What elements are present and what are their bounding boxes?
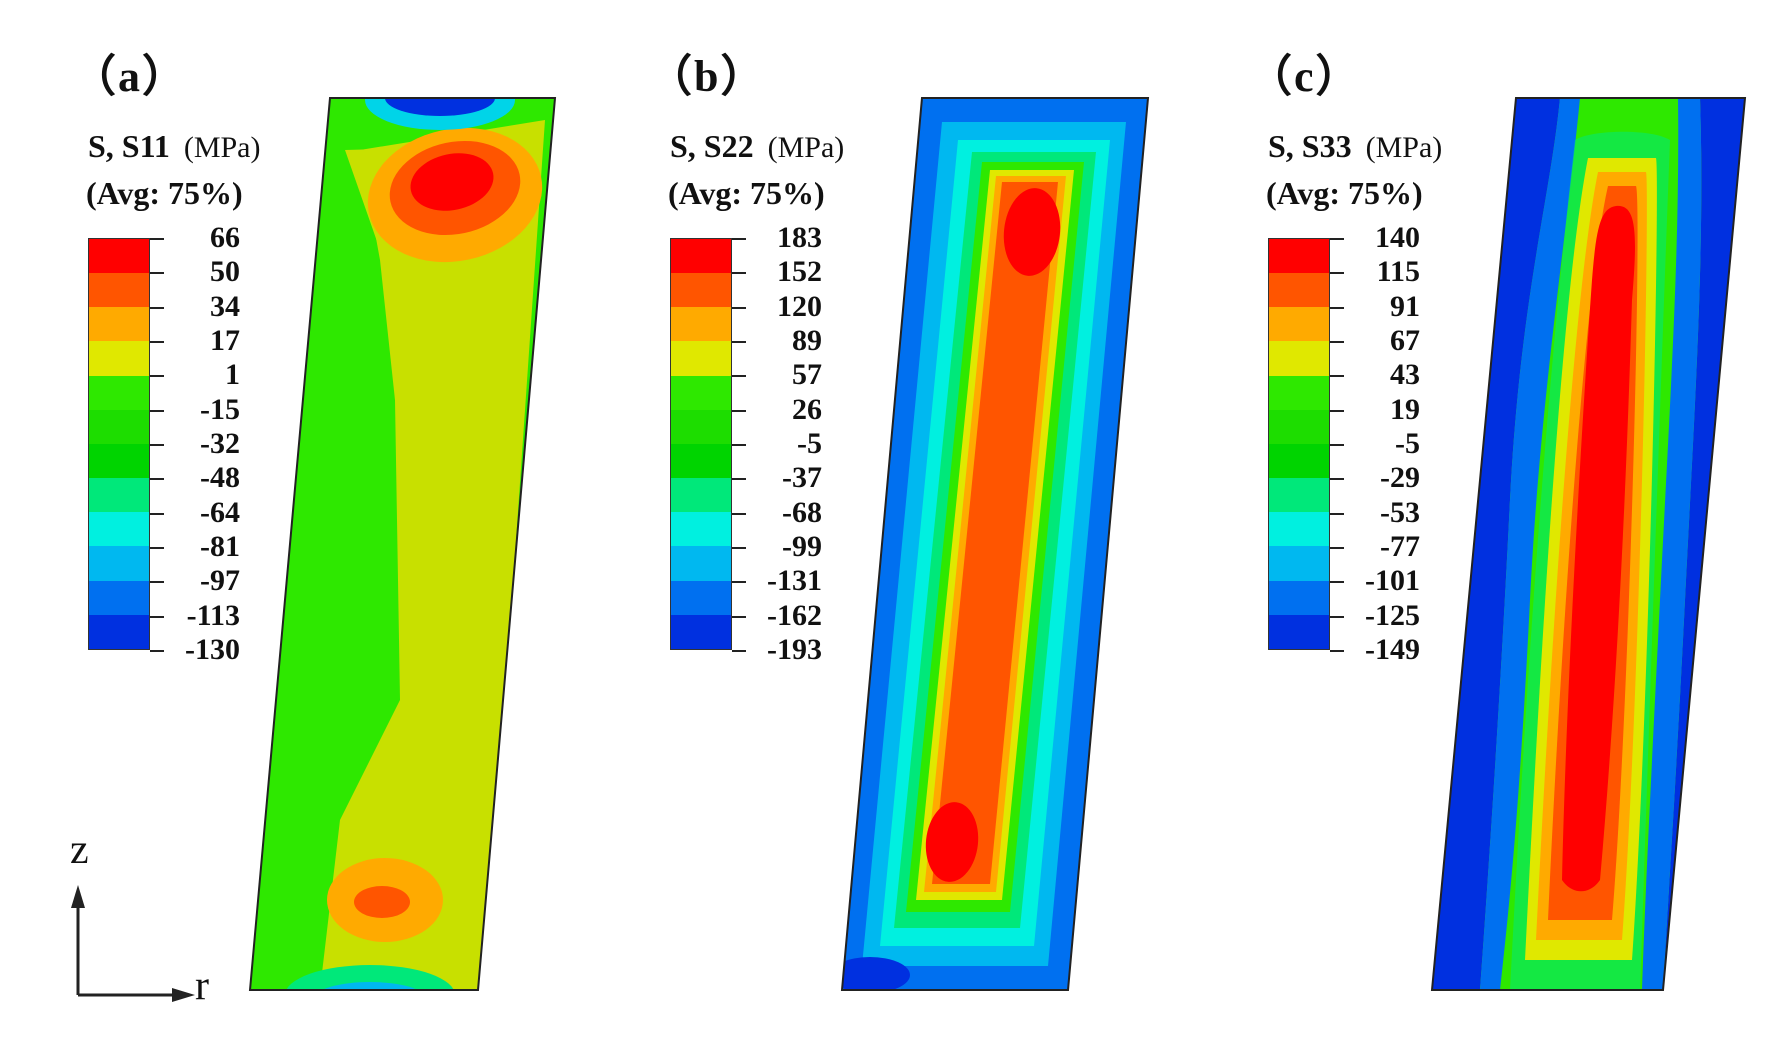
color-legend [1268,238,1330,650]
averaging-label: (Avg: 75%) [86,175,243,211]
legend-swatch [89,512,149,547]
panel-c-s33: （c） S, S33 (MPa) (Avg: 75%) 140 115 91 67… [1180,0,1766,1050]
legend-swatch [671,546,731,581]
legend-swatch [89,341,149,376]
legend-swatch [1269,307,1329,342]
legend-swatch [89,580,149,615]
legend-swatch [89,614,149,649]
legend-swatch [1269,443,1329,479]
z-axis-label: z [70,827,89,873]
legend-swatch [89,409,149,444]
variable-name: S, S11 [88,128,170,164]
panel-label: （c） [1248,52,1362,101]
legend-swatch [89,307,149,342]
legend-swatch [671,273,731,308]
legend-swatch [1269,580,1329,615]
contour-plot-s33 [1430,97,1747,991]
legend-swatch [671,341,731,376]
legend-swatch [671,307,731,342]
unit-label: (MPa) [1365,131,1443,164]
legend-swatch [89,239,149,274]
legend-ticks: 66 50 34 17 1 -15 -32 -48 -64 -81 -97 -1… [150,221,240,666]
legend-swatch [1269,614,1329,649]
averaging-label: (Avg: 75%) [1266,175,1423,211]
legend-swatch [671,409,731,444]
legend-swatch [1269,478,1329,513]
panel-a-s11: （a） S, S11 (MPa) (Avg: 75%) 66 50 34 17 1… [0,0,588,1050]
averaging-label: (Avg: 75%) [668,175,825,211]
legend-swatch [1269,239,1329,274]
legend-swatch [671,443,731,479]
contour-plot-s22 [840,97,1150,991]
axes-arrows-icon [71,885,195,1002]
color-legend [88,238,150,650]
variable-name: S, S22 [670,128,754,164]
legend-swatch [1269,546,1329,581]
legend-ticks: 183 152 120 89 57 26 -5 -37 -68 -99 -131… [732,221,822,666]
contour-plot-s11 [248,97,557,991]
legend-swatch [671,478,731,513]
legend-swatch [89,273,149,308]
legend-swatch [671,375,731,410]
legend-swatch [89,478,149,513]
legend-swatch [89,546,149,581]
unit-label: (MPa) [767,131,845,164]
legend-swatch [671,512,731,547]
panel-b-s22: （b） S, S22 (MPa) (Avg: 75%) 183 152 120 8… [590,0,1178,1050]
legend-swatch [1269,512,1329,547]
panel-label: （a） [72,52,188,101]
coordinate-axes: z r [60,827,260,1020]
legend-title: S, S22 (MPa) [670,128,844,165]
legend-swatch [89,443,149,479]
legend-title: S, S33 (MPa) [1268,128,1442,165]
legend-swatch [1269,375,1329,410]
r-axis-label: r [195,963,209,1009]
legend-swatch [671,580,731,615]
unit-label: (MPa) [183,131,261,164]
legend-swatch [1269,409,1329,444]
legend-swatch [89,375,149,410]
legend-swatch [671,614,731,649]
legend-ticks: 140 115 91 67 43 19 -5 -29 -53 -77 -101 … [1330,221,1420,666]
panel-label: （b） [648,52,767,101]
legend-swatch [671,239,731,274]
legend-swatch [1269,273,1329,308]
color-legend [670,238,732,650]
legend-swatch [1269,341,1329,376]
legend-title: S, S11 (MPa) [88,128,260,165]
variable-name: S, S33 [1268,128,1352,164]
